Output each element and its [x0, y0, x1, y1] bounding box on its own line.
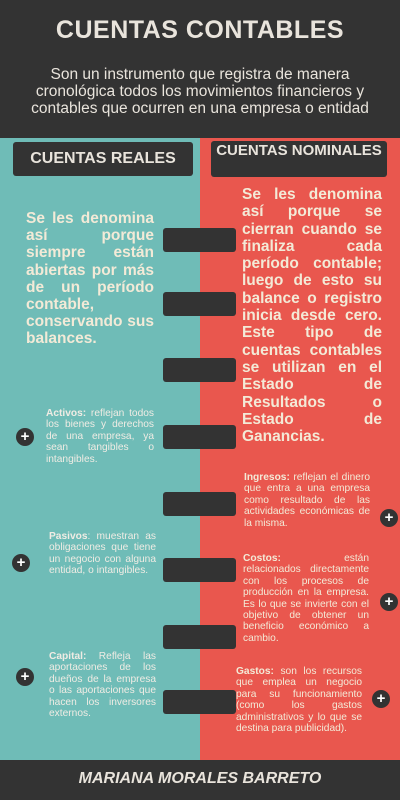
item-pasivos-text: : muestran as obligaciones que tiene un … — [49, 531, 156, 577]
item-capital-name: Capital: — [49, 651, 87, 662]
item-activos: Activos: reflejan todos los bienes y der… — [46, 408, 154, 465]
item-costos-text: están relacionados directamente con los … — [243, 553, 369, 644]
item-ingresos-text: reflejan el dinero que entra a una empre… — [244, 472, 370, 529]
plus-icon[interactable]: + — [372, 690, 390, 708]
plus-icon[interactable]: + — [16, 668, 34, 686]
connector-bar — [163, 625, 236, 649]
page-title: CUENTAS CONTABLES — [55, 16, 345, 44]
plus-icon[interactable]: + — [380, 593, 398, 611]
plus-icon[interactable]: + — [380, 509, 398, 527]
connector-bar — [163, 228, 236, 252]
nominal-accounts-description: Se les denomina así porque se cierran cu… — [242, 186, 382, 446]
item-activos-text: reflejan todos los bienes y derechos de … — [46, 408, 154, 465]
nominal-accounts-heading: CUENTAS NOMINALES — [211, 141, 387, 177]
plus-icon[interactable]: + — [16, 428, 34, 446]
real-accounts-description: Se les denomina así porque siempre están… — [26, 210, 154, 348]
real-accounts-heading: CUENTAS REALES — [13, 142, 193, 176]
connector-bar — [163, 492, 236, 516]
item-costos: Costos: están relacionados directamente … — [243, 553, 369, 644]
author-name: MARIANA MORALES BARRETO — [78, 770, 322, 787]
header: CUENTAS CONTABLES Son un instrumento que… — [0, 0, 400, 138]
connector-bar — [163, 690, 236, 714]
item-pasivos-name: Pasivos — [49, 531, 88, 542]
connector-bar — [163, 292, 236, 316]
connector-bar — [163, 358, 236, 382]
item-gastos-name: Gastos: — [236, 666, 274, 677]
plus-icon[interactable]: + — [12, 554, 30, 572]
item-gastos-text: son los recursos que emplea un negocio p… — [236, 666, 362, 735]
item-gastos: Gastos: son los recursos que emplea un n… — [236, 666, 362, 734]
page-subtitle: Son un instrumento que registra de maner… — [31, 66, 369, 117]
item-activos-name: Activos: — [46, 408, 87, 419]
connector-bar — [163, 558, 236, 582]
connector-bar — [163, 425, 236, 449]
item-pasivos: Pasivos: muestran as obligaciones que ti… — [49, 531, 156, 577]
item-costos-name: Costos: — [243, 553, 281, 564]
item-ingresos-name: Ingresos: — [244, 472, 290, 483]
item-capital: Capital: Refleja las aportaciones de los… — [49, 651, 156, 719]
footer: MARIANA MORALES BARRETO — [0, 760, 400, 800]
item-capital-text: Refleja las aportaciones de los dueños d… — [49, 651, 156, 720]
item-ingresos: Ingresos: reflejan el dinero que entra a… — [244, 472, 370, 529]
